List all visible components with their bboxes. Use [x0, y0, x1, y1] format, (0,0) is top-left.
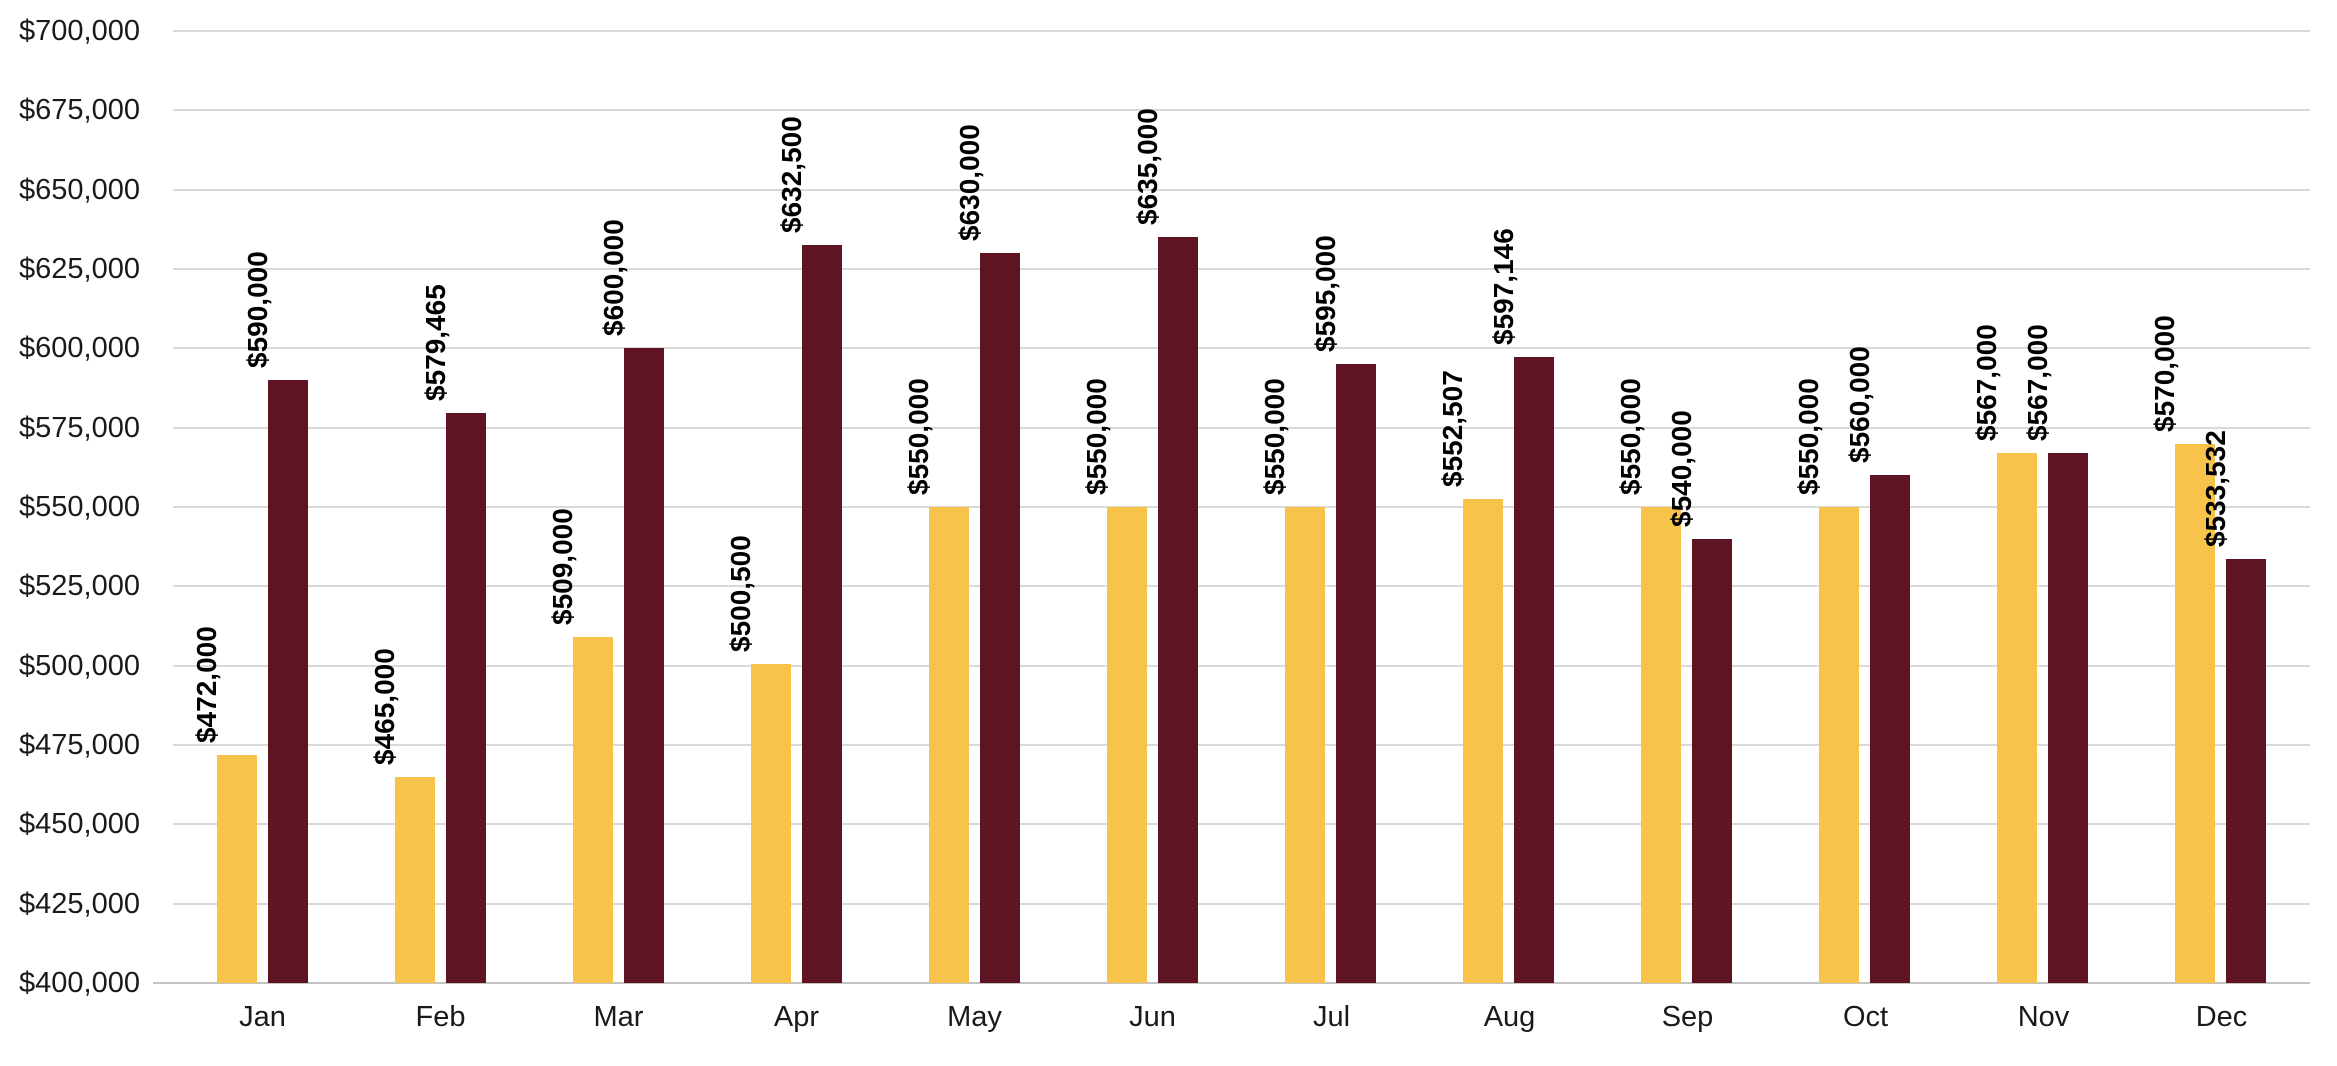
y-tick-label: $700,000 [19, 15, 140, 47]
gridline [173, 823, 2310, 826]
y-tick-label: $600,000 [19, 332, 140, 365]
bar-value-label: $579,465 [420, 284, 451, 401]
bar-value-label: $600,000 [598, 219, 629, 336]
y-tick-label: $675,000 [19, 94, 140, 127]
x-tick-label: Apr [773, 1001, 820, 1033]
y-tick-label: $450,000 [19, 808, 140, 841]
y-tick-label: $475,000 [19, 729, 140, 761]
bar-value-label: $465,000 [369, 648, 400, 765]
gold-bar-mar [573, 637, 613, 983]
bar-value-label: $552,507 [1437, 370, 1468, 487]
bar-value-label: $533,532 [2200, 430, 2231, 547]
dark-red-bar-jan [268, 380, 308, 983]
dark-red-bar-jul [1336, 364, 1376, 983]
y-tick-label: $500,000 [19, 649, 140, 682]
bar-value-label: $567,000 [1971, 324, 2002, 441]
x-tick-label: Feb [415, 1001, 466, 1033]
x-tick-label: Mar [593, 1001, 644, 1033]
bar-value-label: $597,146 [1488, 228, 1519, 345]
bar-value-label: $550,000 [1793, 378, 1824, 495]
bar-value-label: $590,000 [242, 251, 273, 368]
gold-bar-apr [751, 664, 791, 983]
x-tick-label: Oct [1842, 1001, 1889, 1033]
dark-red-bar-oct [1870, 475, 1910, 983]
bar-value-label: $550,000 [1081, 378, 1112, 495]
gridline [173, 268, 2310, 270]
x-tick-label: Jan [239, 1001, 286, 1033]
dark-red-bar-aug [1514, 357, 1554, 983]
bar-value-label: $550,000 [1259, 378, 1290, 495]
dark-red-bar-dec [2226, 559, 2266, 983]
x-tick-label: Sep [1661, 1001, 1714, 1033]
gold-bar-sep [1641, 507, 1681, 983]
dark-red-bar-nov [2048, 453, 2088, 983]
x-tick-label: Jul [1312, 1001, 1351, 1033]
x-axis-line [153, 982, 2310, 984]
gridline [173, 585, 2310, 588]
bar-value-label: $509,000 [547, 508, 578, 625]
gridline [173, 664, 2310, 667]
bar-value-label: $550,000 [903, 378, 934, 495]
gridline [173, 30, 2310, 32]
gridline [173, 902, 2310, 905]
gold-bar-oct [1819, 507, 1859, 983]
bar-value-label: $500,500 [725, 535, 756, 652]
plot-area: $472,000 $590,000 $465,000 $579,465 $509,000… [153, 30, 2310, 984]
gold-bar-jul [1285, 507, 1325, 983]
dark-red-bar-sep [1692, 539, 1732, 983]
x-tick-label: Nov [2017, 1001, 2070, 1033]
x-tick-label: Aug [1483, 1001, 1536, 1033]
gold-bar-nov [1997, 453, 2037, 983]
bar-value-label: $567,000 [2022, 324, 2053, 441]
y-tick-label: $550,000 [19, 491, 140, 523]
gridline [173, 109, 2310, 112]
x-tick-label: May [947, 1001, 1002, 1033]
y-tick-label: $650,000 [19, 173, 140, 206]
bar-value-label: $635,000 [1132, 108, 1163, 225]
dark-red-bar-feb [446, 413, 486, 983]
gold-bar-jun [1107, 507, 1147, 983]
x-tick-label: Dec [2195, 1001, 2248, 1033]
y-tick-label: $400,000 [19, 967, 140, 999]
gridline [173, 188, 2310, 191]
dark-red-bar-apr [802, 245, 842, 983]
gold-bar-dec [2175, 444, 2215, 983]
gold-bar-jan [217, 755, 257, 983]
y-tick-label: $575,000 [19, 411, 140, 444]
gold-bar-feb [395, 777, 435, 983]
bar-value-label: $570,000 [2149, 315, 2180, 432]
gold-bar-may [929, 507, 969, 983]
gold-bar-aug [1463, 499, 1503, 983]
y-tick-label: $525,000 [19, 570, 140, 603]
bar-value-label: $632,500 [776, 116, 807, 233]
bar-value-label: $540,000 [1666, 410, 1697, 527]
gridline [173, 506, 2310, 508]
y-tick-label: $425,000 [19, 887, 140, 920]
bar-value-label: $560,000 [1844, 346, 1875, 463]
bar-value-label: $472,000 [191, 626, 222, 743]
dark-red-bar-jun [1158, 237, 1198, 983]
gridline [173, 426, 2310, 429]
dark-red-bar-may [980, 253, 1020, 983]
y-tick-label: $625,000 [19, 253, 140, 285]
x-tick-label: Jun [1129, 1001, 1176, 1033]
bar-value-label: $630,000 [954, 124, 985, 241]
dark-red-bar-mar [624, 348, 664, 983]
bar-value-label: $550,000 [1615, 378, 1646, 495]
bar-value-label: $595,000 [1310, 235, 1341, 352]
gridline [173, 347, 2310, 350]
gridline [173, 744, 2310, 746]
